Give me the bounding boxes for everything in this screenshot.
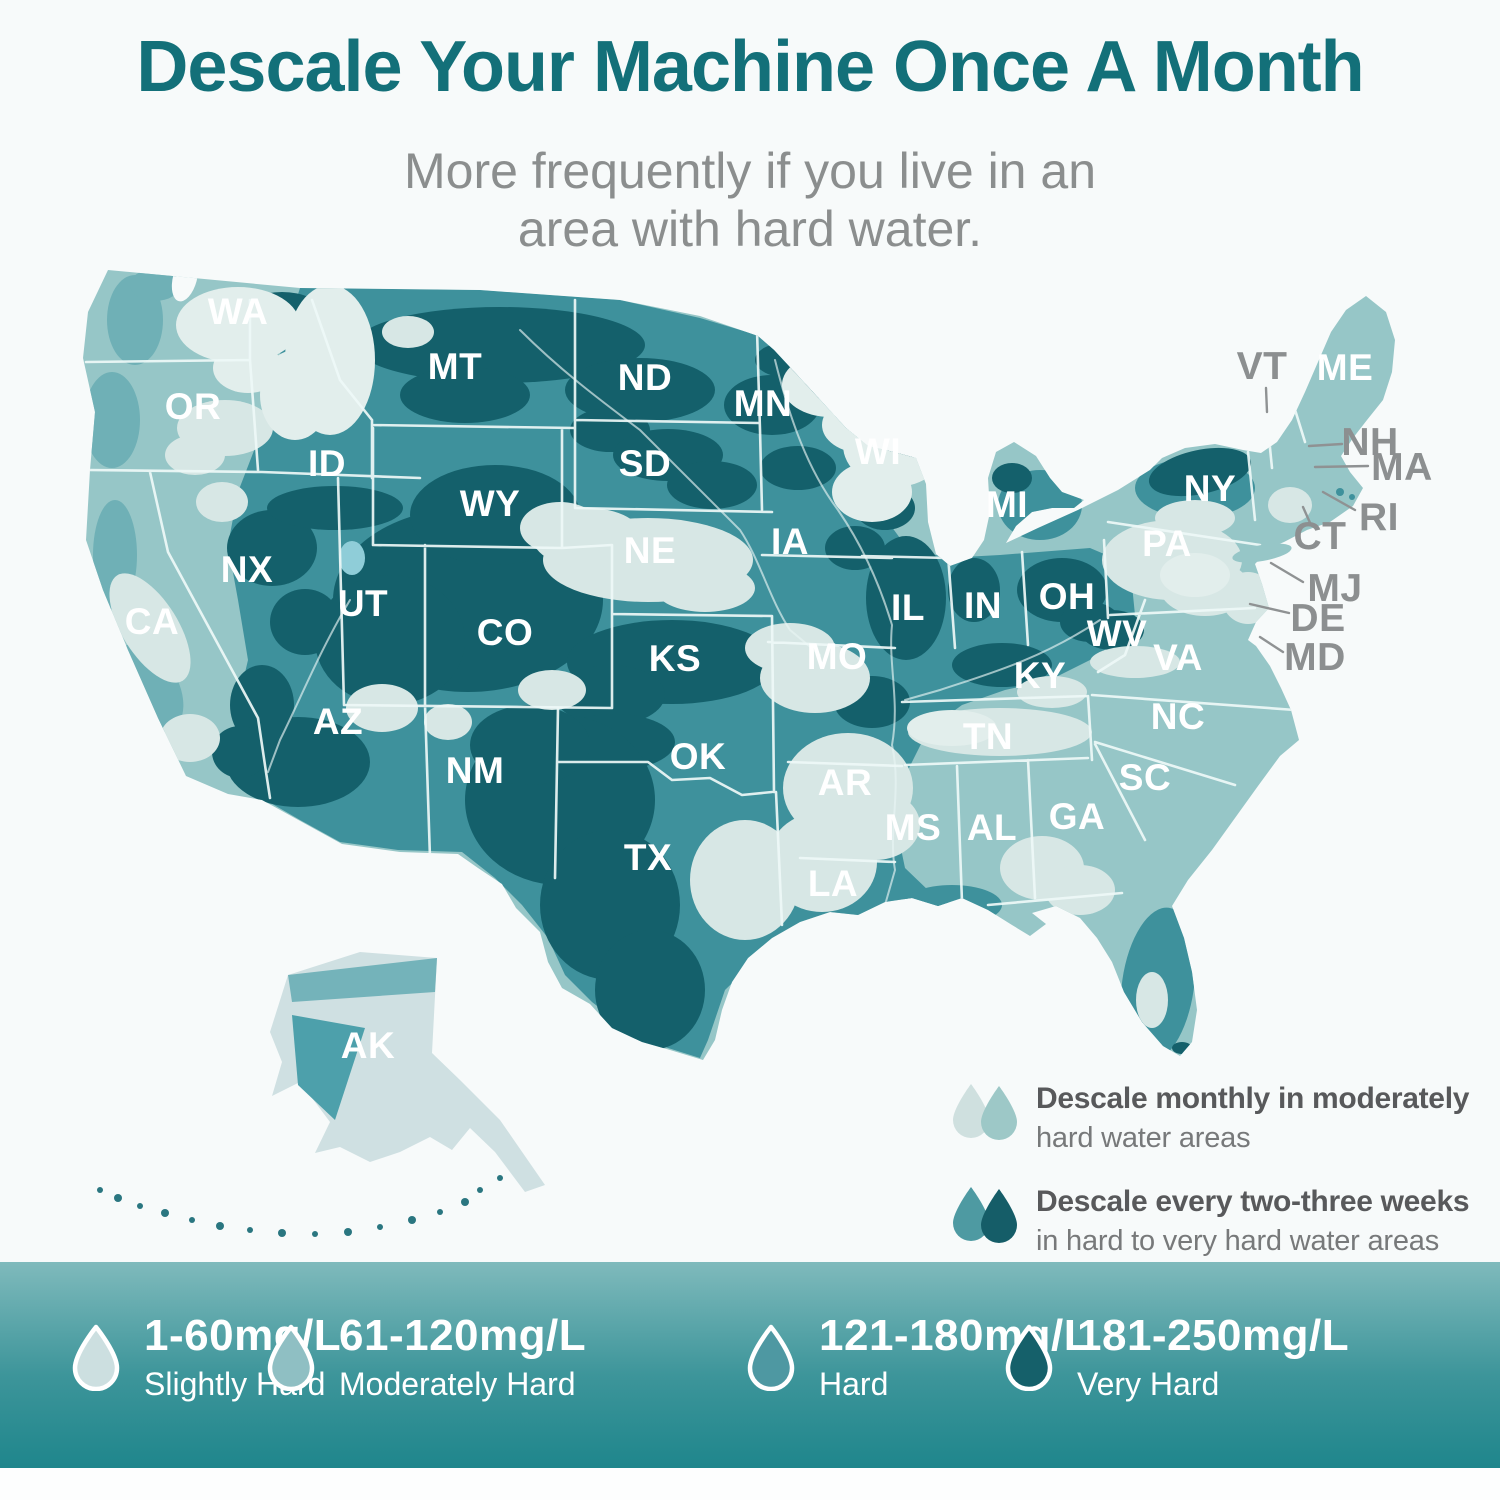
legend-bold-line: Descale monthly in moderately <box>1036 1082 1470 1115</box>
hardness-label: Moderately Hard <box>339 1366 576 1402</box>
bottom-margin <box>0 1468 1500 1500</box>
hardness-label: Very Hard <box>1077 1366 1220 1402</box>
scale-item-text: 61-120mg/L Moderately Hard <box>339 1311 587 1402</box>
water-drops-icon <box>953 1084 1017 1140</box>
aleutian-islands <box>97 1175 503 1237</box>
hardness-range: 61-120mg/L <box>339 1311 587 1360</box>
island-dot <box>1336 488 1344 496</box>
page-title: Descale Your Machine Once A Month <box>136 27 1364 107</box>
page-subtitle: More frequently if you live in an area w… <box>0 142 1500 258</box>
legend-row-2: Descale every two-three weeks in hard to … <box>950 1185 1470 1258</box>
island-dot <box>1349 494 1355 500</box>
legend-row-1: Descale monthly in moderately hard water … <box>950 1082 1469 1155</box>
long-island <box>1232 543 1292 563</box>
hardness-scale-item-4: 181-250mg/L Very Hard <box>1003 1314 1349 1400</box>
water-drop-icon <box>747 1324 795 1391</box>
water-drop-icon <box>1005 1324 1053 1391</box>
legend-regular-line: in hard to very hard water areas <box>1036 1224 1440 1257</box>
great-salt-lake <box>339 541 365 575</box>
legend-bold-line: Descale every two-three weeks <box>1036 1185 1470 1219</box>
mainland-region <box>83 270 1395 1060</box>
water-hardness-scale-bar: 1-60mg/L Slightly Hard 61-120mg/L Moderatel… <box>0 1262 1500 1468</box>
hardness-scale-item-2: 61-120mg/L Moderately Hard <box>265 1314 586 1400</box>
scale-item-text: 181-250mg/L Very Hard <box>1077 1311 1350 1402</box>
descale-frequency-legend: Descale monthly in moderately hard water … <box>950 1082 1470 1289</box>
river-lines <box>267 329 1101 906</box>
state-border-lines <box>84 298 1307 927</box>
label-leader-lines <box>1248 386 1370 654</box>
legend-text: Descale every two-three weeks in hard to … <box>1036 1185 1470 1258</box>
water-drop-icon <box>267 1324 315 1391</box>
water-drop-icon <box>72 1324 120 1391</box>
subtitle-line-1: More frequently if you live in an <box>403 143 1097 199</box>
alaska-region <box>97 952 545 1237</box>
hardness-range: 181-250mg/L <box>1077 1311 1350 1360</box>
legend-regular-line: hard water areas <box>1036 1121 1251 1154</box>
puget-sound <box>171 270 199 302</box>
legend-text: Descale monthly in moderately hard water … <box>1036 1082 1469 1155</box>
water-drops-icon <box>953 1187 1017 1244</box>
hardness-label: Hard <box>819 1366 889 1402</box>
subtitle-line-2: area with hard water. <box>517 201 983 257</box>
